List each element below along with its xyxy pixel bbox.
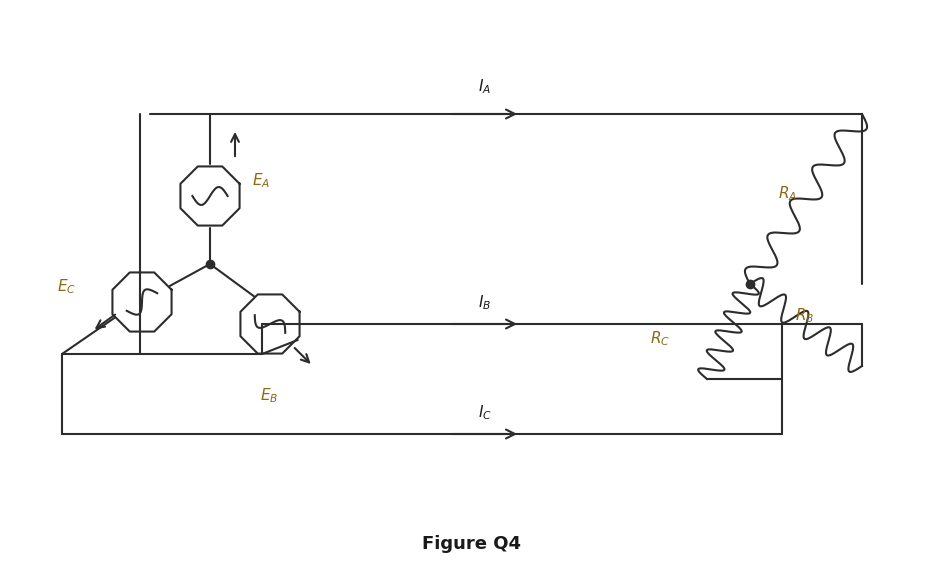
- Text: $E_B$: $E_B$: [260, 386, 278, 405]
- Text: $R_A$: $R_A$: [778, 185, 797, 203]
- Text: $E_C$: $E_C$: [57, 278, 76, 296]
- Text: $I_C$: $I_C$: [478, 403, 492, 422]
- Text: $I_A$: $I_A$: [479, 77, 492, 96]
- Text: $E_A$: $E_A$: [252, 172, 270, 191]
- Text: $R_C$: $R_C$: [650, 329, 670, 348]
- Text: Figure Q4: Figure Q4: [421, 535, 521, 553]
- Text: $I_B$: $I_B$: [479, 293, 492, 312]
- Text: $R_B$: $R_B$: [795, 307, 814, 325]
